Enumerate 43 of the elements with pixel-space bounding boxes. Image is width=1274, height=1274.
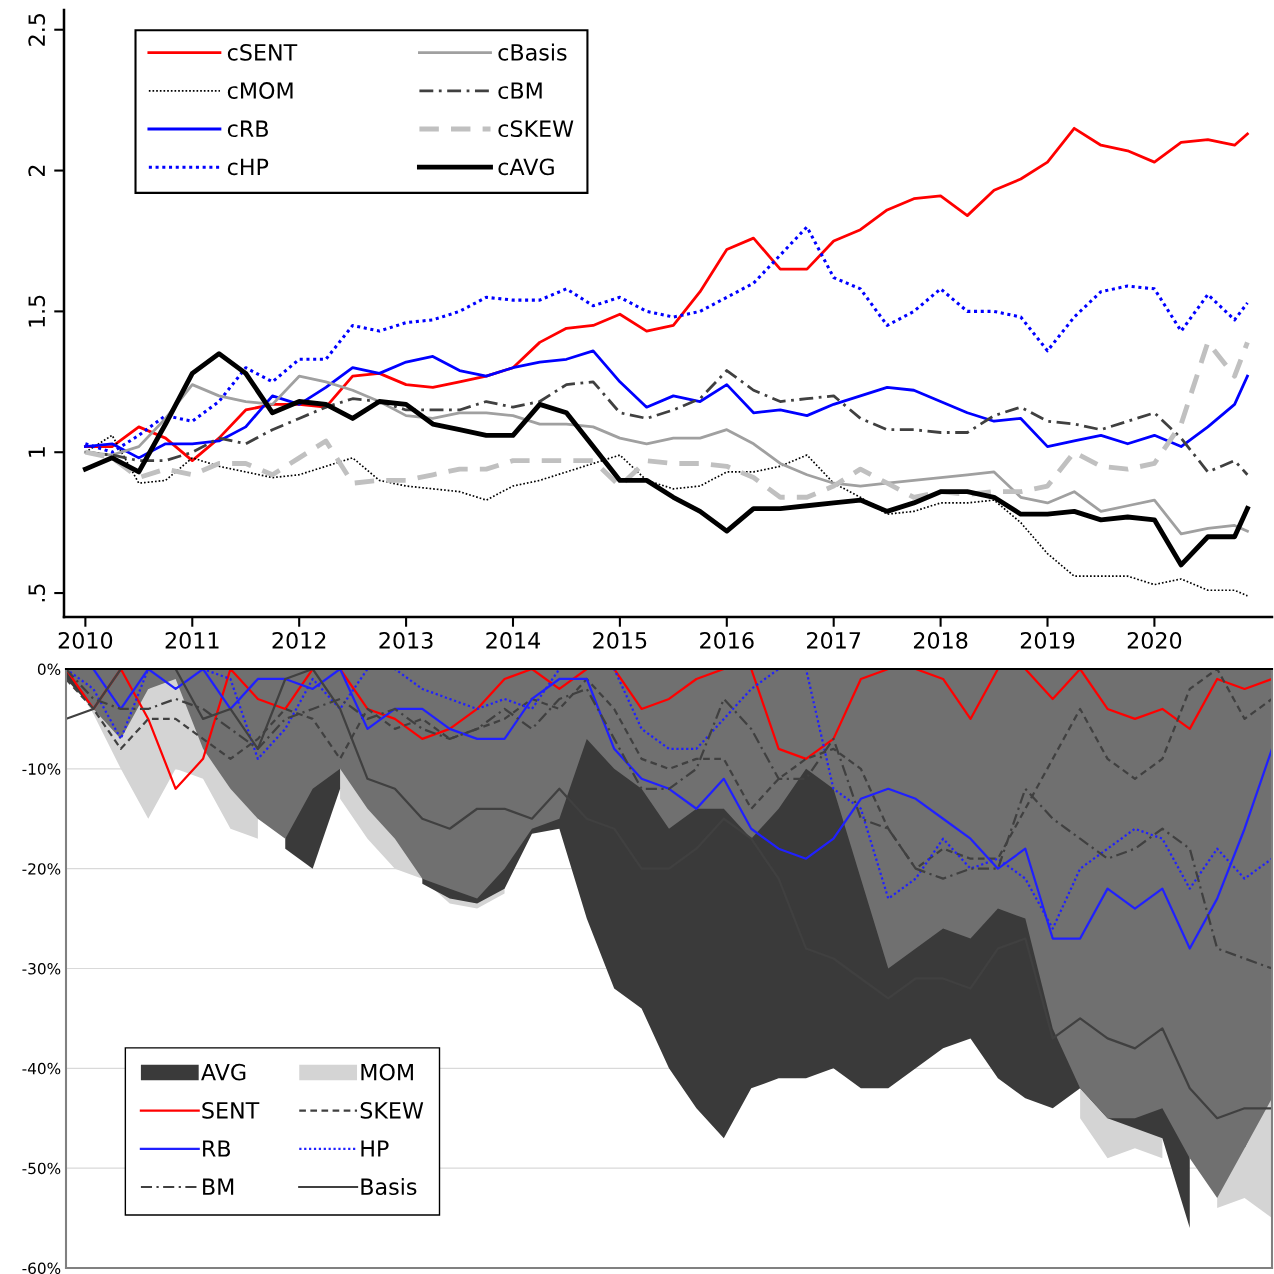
legend-label: cSKEW [498, 120, 574, 138]
x-tick-label: 2013 [379, 631, 433, 649]
y-tick-label: 1.5 [28, 295, 46, 327]
legend-label: cRB [227, 120, 268, 138]
legend-label: RB [203, 1140, 231, 1157]
x-tick-label: 2015 [593, 631, 647, 649]
line-series [82, 339, 1250, 500]
y-tick-label: -60% [22, 1262, 61, 1274]
y-tick-label: 2.5 [28, 13, 46, 46]
legend-label: cBM [498, 82, 542, 99]
y-tick-label: 2 [28, 165, 45, 176]
x-tick-label: 2014 [486, 631, 541, 649]
x-tick-label: 2017 [807, 631, 861, 649]
legend-label: cSENT [227, 43, 298, 61]
legend-label: BM [203, 1178, 234, 1195]
x-tick-label: 2019 [1020, 631, 1075, 649]
y-tick-label: -50% [22, 1162, 61, 1175]
y-tick-label: .5 [28, 584, 46, 602]
x-tick-label: 2018 [913, 631, 968, 649]
y-tick-label: -40% [22, 1062, 61, 1075]
legend-label: cAVG [498, 158, 554, 176]
y-tick-label: 1 [28, 447, 45, 457]
y-tick-label: 0% [37, 663, 61, 676]
x-tick-label: 2010 [58, 631, 113, 649]
line-series [83, 374, 1249, 536]
x-tick-label: 2011 [165, 631, 219, 649]
x-tick-label: 2016 [700, 631, 754, 649]
legend-label: cMOM [227, 82, 293, 99]
y-tick-label: -30% [22, 962, 61, 975]
x-tick-label: 2012 [272, 631, 326, 649]
legend-label: SENT [202, 1101, 260, 1119]
legend-label: cHP [227, 158, 269, 176]
legend-label: AVG [201, 1063, 246, 1081]
line-series [66, 669, 1272, 790]
legend-label: cBasis [498, 43, 567, 61]
legend-label: MOM [361, 1063, 413, 1081]
y-tick-label: -10% [22, 763, 61, 775]
legend-label: HP [361, 1140, 389, 1157]
x-tick-label: 2020 [1127, 631, 1182, 649]
legend-label: SKEW [360, 1101, 424, 1119]
line-series [83, 369, 1249, 477]
legend-label: Basis [361, 1177, 417, 1196]
y-tick-label: -20% [22, 863, 61, 875]
